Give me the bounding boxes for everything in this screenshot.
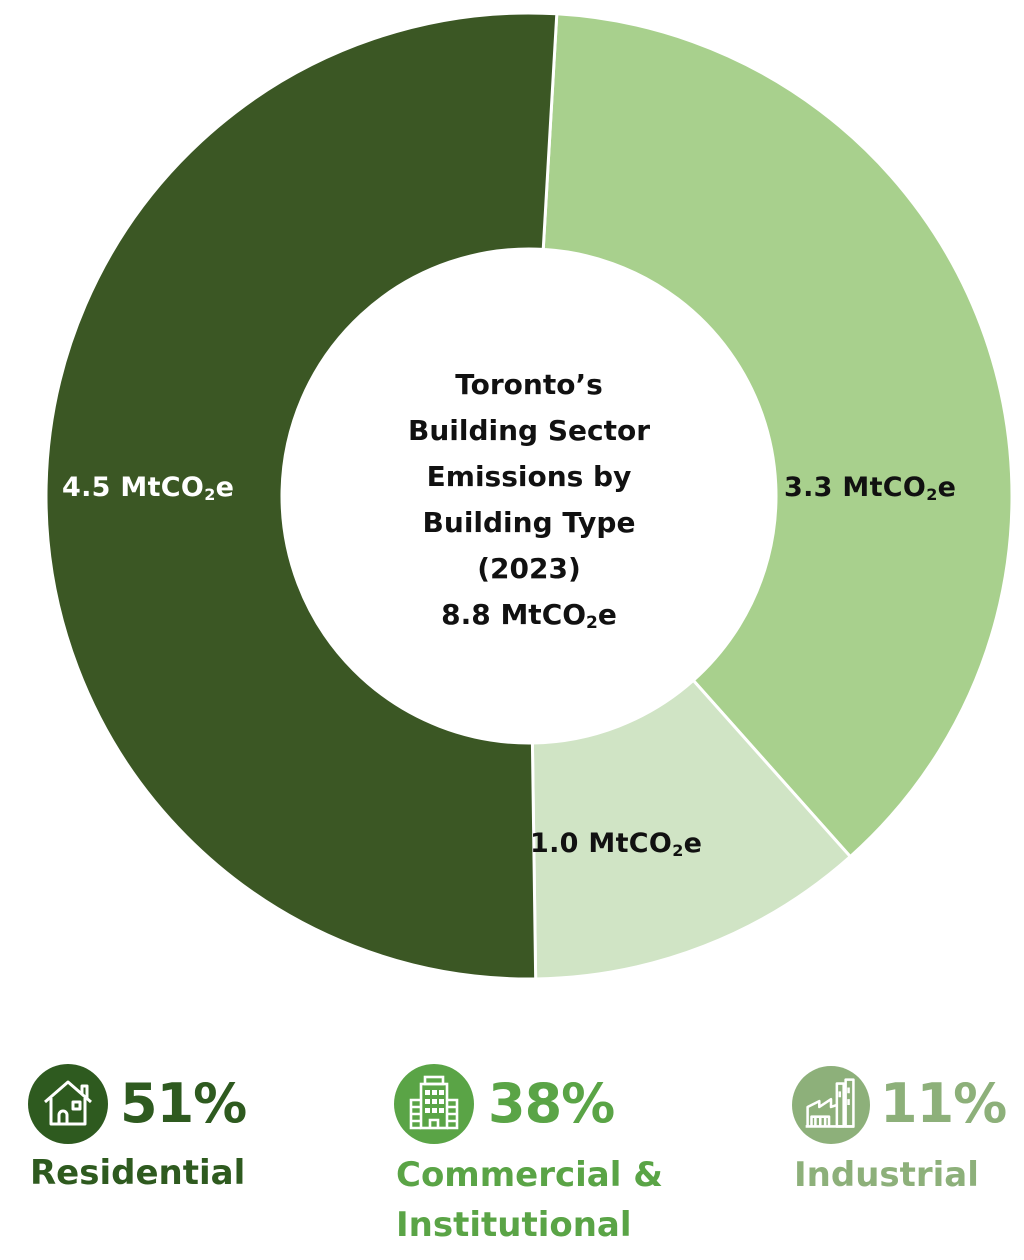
donut-segment-commercial	[541, 12, 1014, 859]
legend-percent-commercial: 38%	[488, 1072, 615, 1135]
center-title-line: (2023)	[477, 552, 581, 585]
segment-label-commercial: 3.3 MtCO2e	[784, 472, 957, 504]
center-title-line: Building Sector	[407, 414, 651, 447]
center-title-line: Emissions by	[426, 460, 632, 493]
donut-chart	[44, 11, 1014, 981]
legend-label-residential: Residential	[30, 1153, 246, 1193]
house-icon	[28, 1064, 108, 1144]
donut-segment-residential	[44, 11, 559, 981]
legend-label-industrial: Industrial	[794, 1155, 979, 1195]
center-title-line: Building Type	[422, 506, 636, 539]
legend-label-commercial-line2: Institutional	[396, 1205, 632, 1245]
segment-label-industrial: 1.0 MtCO2e	[530, 828, 703, 860]
legend-percent-industrial: 11%	[880, 1072, 1007, 1135]
legend-label-commercial-line1: Commercial &	[396, 1155, 663, 1195]
donut-segment-industrial	[530, 678, 853, 981]
factory-icon	[792, 1066, 870, 1144]
legend-percent-residential: 51%	[120, 1072, 247, 1135]
center-total: 8.8 MtCO2e	[441, 598, 617, 633]
chart-center-title: Toronto’s Building Sector Emissions by B…	[349, 362, 709, 646]
segment-label-residential: 4.5 MtCO2e	[62, 472, 235, 504]
center-title-line: Toronto’s	[455, 368, 603, 401]
office-building-icon	[394, 1064, 474, 1144]
